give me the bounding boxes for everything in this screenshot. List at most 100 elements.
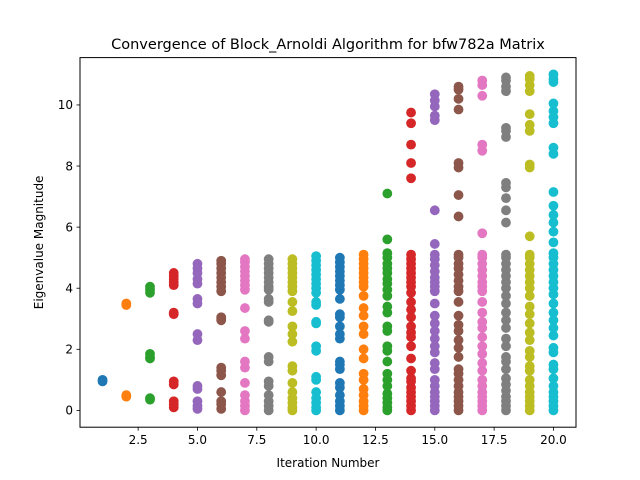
data-point xyxy=(121,390,132,401)
data-point xyxy=(477,297,488,307)
data-point xyxy=(406,158,416,168)
data-point xyxy=(477,365,488,376)
data-point xyxy=(121,298,132,309)
data-point xyxy=(548,69,559,80)
data-point xyxy=(240,356,250,367)
data-point xyxy=(334,329,345,339)
data-point xyxy=(477,374,488,385)
data-point xyxy=(311,316,322,327)
data-point xyxy=(548,217,559,228)
data-point xyxy=(548,106,559,116)
data-point xyxy=(358,353,369,364)
data-point xyxy=(501,177,511,188)
data-point xyxy=(453,81,464,92)
data-point xyxy=(216,387,227,397)
data-point xyxy=(311,251,322,262)
data-point xyxy=(477,75,488,86)
data-point xyxy=(382,368,393,379)
data-point xyxy=(477,348,488,359)
y-tick-label: 6 xyxy=(65,220,73,234)
data-point xyxy=(358,310,369,321)
data-point xyxy=(311,297,322,307)
data-point xyxy=(548,248,559,258)
data-point xyxy=(216,396,227,407)
data-point xyxy=(406,304,416,315)
y-axis-label: Eigenvalue Magnitude xyxy=(32,176,46,310)
x-tick-label: 12.5 xyxy=(362,433,389,447)
data-point xyxy=(501,373,511,384)
data-point xyxy=(501,290,511,301)
data-point xyxy=(406,341,416,352)
data-point xyxy=(406,249,416,260)
data-point xyxy=(287,306,298,317)
data-point xyxy=(145,281,155,292)
data-point xyxy=(548,298,559,309)
x-tick-label: 7.5 xyxy=(247,433,266,447)
chart-title: Convergence of Block_Arnoldi Algorithm f… xyxy=(111,37,545,53)
data-point xyxy=(524,109,535,120)
data-point xyxy=(145,348,155,359)
data-point xyxy=(429,239,440,249)
data-point xyxy=(501,364,511,375)
data-point xyxy=(548,373,559,384)
data-point xyxy=(263,376,274,387)
data-point xyxy=(453,104,464,115)
data-point xyxy=(382,301,393,312)
x-tick-label: 20.0 xyxy=(540,433,567,447)
data-point xyxy=(429,374,440,385)
y-tick-label: 0 xyxy=(65,404,73,418)
data-point xyxy=(548,381,559,391)
data-point xyxy=(287,297,298,307)
data-point xyxy=(548,98,559,109)
data-point xyxy=(524,345,535,356)
data-point xyxy=(501,193,511,204)
x-tick-label: 17.5 xyxy=(481,433,508,447)
data-point xyxy=(501,323,511,333)
x-tick-label: 10.0 xyxy=(303,433,330,447)
data-point xyxy=(429,358,440,368)
y-tick-label: 2 xyxy=(65,343,73,357)
data-point xyxy=(548,187,559,197)
x-tick-label: 2.5 xyxy=(129,433,148,447)
data-point xyxy=(263,315,274,326)
data-point xyxy=(406,353,416,364)
data-point xyxy=(429,333,440,344)
data-point xyxy=(334,309,345,320)
x-tick-label: 5.0 xyxy=(188,433,207,447)
data-point xyxy=(548,142,559,153)
data-point xyxy=(287,387,298,397)
data-point xyxy=(382,341,393,352)
data-point xyxy=(501,307,511,318)
data-point xyxy=(524,290,535,301)
data-point xyxy=(477,307,488,318)
data-point xyxy=(429,249,440,260)
data-point xyxy=(382,388,393,399)
data-point xyxy=(453,319,464,330)
data-point xyxy=(263,254,274,265)
data-point xyxy=(240,333,250,344)
x-axis-label: Iteration Number xyxy=(277,456,380,470)
data-point xyxy=(192,396,203,407)
data-point xyxy=(192,294,203,304)
data-point xyxy=(477,341,488,352)
data-point xyxy=(524,301,535,312)
data-point xyxy=(477,90,488,101)
data-point xyxy=(453,310,464,321)
data-point xyxy=(240,254,250,265)
data-point xyxy=(406,297,416,307)
data-point xyxy=(263,294,274,304)
data-point xyxy=(334,252,345,263)
data-point xyxy=(453,190,464,200)
data-point xyxy=(406,373,416,384)
data-point xyxy=(382,248,393,258)
data-point xyxy=(429,310,440,321)
data-point xyxy=(501,298,511,309)
data-point xyxy=(548,226,559,237)
y-axis: 0 2 4 6 8 10 xyxy=(58,98,80,418)
data-point xyxy=(548,200,559,211)
data-point xyxy=(287,254,298,265)
data-point xyxy=(240,390,250,401)
data-point xyxy=(548,323,559,333)
data-point xyxy=(334,321,345,332)
